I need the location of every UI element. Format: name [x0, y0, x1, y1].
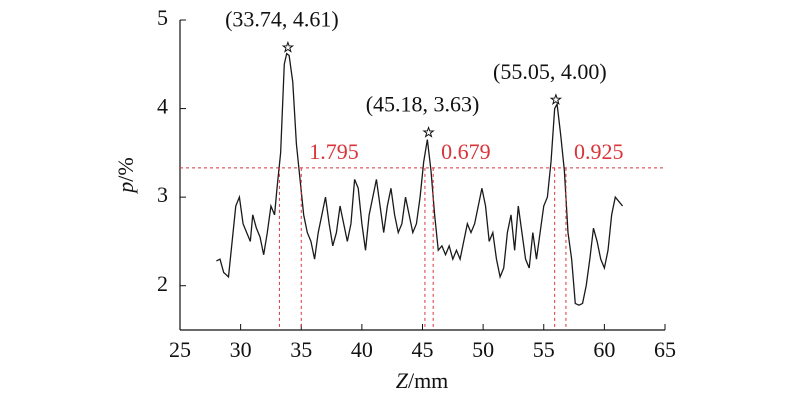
peak-star [281, 40, 295, 53]
y-tick-label: 3 [157, 182, 168, 207]
x-symbol: Z [396, 368, 409, 393]
peak-star [549, 93, 563, 105]
y-unit: /% [113, 157, 138, 181]
x-tick-label: 55 [533, 337, 555, 362]
x-axis-label: Z/mm [396, 368, 449, 393]
x-tick-label: 60 [593, 337, 615, 362]
width-label: 0.925 [574, 139, 624, 164]
peak-label: (45.18, 3.63) [366, 92, 480, 117]
x-tick-label: 45 [412, 337, 434, 362]
peak-label: (33.74, 4.61) [225, 7, 339, 32]
x-tick-label: 35 [290, 337, 312, 362]
peak-label: (55.05, 4.00) [493, 59, 607, 84]
width-label: 0.679 [441, 139, 491, 164]
y-tick-label: 5 [157, 5, 168, 30]
x-tick-label: 50 [472, 337, 494, 362]
y-tick-label: 2 [157, 271, 168, 296]
x-tick-label: 40 [351, 337, 373, 362]
x-tick-label: 65 [654, 337, 676, 362]
y-axis-label: p/% [113, 157, 138, 194]
y-symbol: p [113, 182, 138, 195]
data-line [216, 52, 624, 306]
x-tick-label: 30 [230, 337, 252, 362]
x-tick-label: 25 [169, 337, 191, 362]
x-unit: /mm [408, 368, 448, 393]
peak-star [422, 125, 435, 138]
width-label: 1.795 [309, 139, 359, 164]
y-tick-label: 4 [157, 94, 168, 119]
